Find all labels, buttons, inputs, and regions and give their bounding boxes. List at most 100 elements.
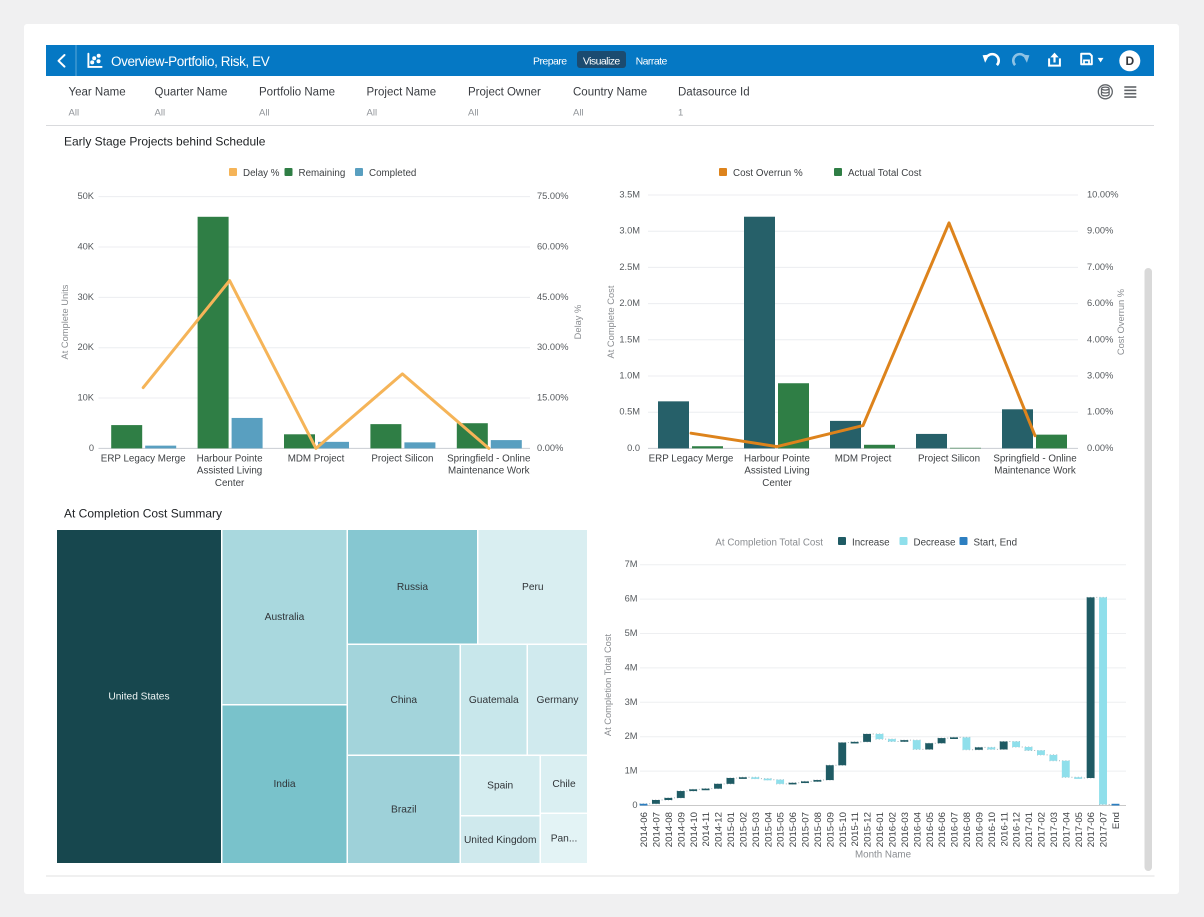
svg-text:Springfield - Online: Springfield - Online bbox=[447, 453, 531, 464]
svg-text:2017-05: 2017-05 bbox=[1074, 812, 1085, 847]
svg-text:2014-12: 2014-12 bbox=[714, 812, 725, 847]
svg-text:2.0M: 2.0M bbox=[619, 298, 640, 308]
svg-text:2016-05: 2016-05 bbox=[925, 812, 936, 847]
svg-text:1: 1 bbox=[678, 107, 683, 118]
svg-text:Remaining: Remaining bbox=[299, 168, 346, 179]
svg-text:2016-11: 2016-11 bbox=[999, 812, 1010, 847]
svg-text:All: All bbox=[367, 107, 378, 118]
svg-text:At Completion Total Cost: At Completion Total Cost bbox=[715, 537, 823, 548]
svg-text:2015-09: 2015-09 bbox=[825, 812, 836, 847]
svg-text:2014-11: 2014-11 bbox=[701, 812, 712, 847]
svg-text:0.00%: 0.00% bbox=[1087, 443, 1113, 453]
svg-text:India: India bbox=[273, 779, 295, 790]
svg-text:Guatemala: Guatemala bbox=[469, 695, 519, 706]
svg-text:At Complete Units: At Complete Units bbox=[60, 284, 70, 359]
svg-text:15.00%: 15.00% bbox=[537, 393, 569, 403]
svg-text:2014-07: 2014-07 bbox=[652, 812, 663, 847]
svg-text:MDM Project: MDM Project bbox=[288, 453, 345, 464]
svg-text:Peru: Peru bbox=[522, 582, 544, 593]
svg-text:All: All bbox=[259, 107, 270, 118]
svg-text:2014-06: 2014-06 bbox=[639, 812, 650, 847]
svg-text:Actual Total Cost: Actual Total Cost bbox=[848, 168, 922, 179]
svg-text:2016-08: 2016-08 bbox=[962, 812, 973, 847]
svg-text:2017-07: 2017-07 bbox=[1099, 812, 1110, 847]
svg-text:3.00%: 3.00% bbox=[1087, 371, 1113, 381]
svg-text:2016-04: 2016-04 bbox=[912, 811, 923, 847]
svg-text:3.5M: 3.5M bbox=[619, 190, 640, 200]
svg-text:Decrease: Decrease bbox=[914, 537, 956, 548]
svg-text:Pan...: Pan... bbox=[551, 834, 578, 845]
svg-text:9.00%: 9.00% bbox=[1087, 226, 1113, 236]
svg-text:ERP Legacy Merge: ERP Legacy Merge bbox=[649, 453, 734, 464]
svg-text:Year Name: Year Name bbox=[69, 87, 126, 99]
svg-text:At Complete Cost: At Complete Cost bbox=[606, 285, 616, 358]
svg-text:Visualize: Visualize bbox=[583, 55, 621, 67]
svg-text:Narrate: Narrate bbox=[636, 55, 668, 67]
svg-text:2015-10: 2015-10 bbox=[838, 812, 849, 847]
svg-text:End: End bbox=[1111, 812, 1122, 829]
svg-text:2016-10: 2016-10 bbox=[987, 812, 998, 847]
svg-text:2016-03: 2016-03 bbox=[900, 812, 911, 847]
svg-text:Cost Overrun %: Cost Overrun % bbox=[1116, 289, 1126, 355]
svg-text:60.00%: 60.00% bbox=[537, 242, 569, 252]
svg-text:Russia: Russia bbox=[397, 582, 428, 593]
svg-text:Maintenance Work: Maintenance Work bbox=[448, 466, 530, 477]
svg-text:Project Name: Project Name bbox=[367, 87, 437, 99]
svg-text:Assisted Living: Assisted Living bbox=[197, 466, 262, 477]
svg-text:Datasource Id: Datasource Id bbox=[678, 87, 750, 99]
svg-text:2015-03: 2015-03 bbox=[751, 812, 762, 847]
svg-text:Center: Center bbox=[762, 478, 792, 489]
svg-text:2014-08: 2014-08 bbox=[664, 812, 675, 847]
svg-text:2015-02: 2015-02 bbox=[739, 812, 750, 847]
svg-text:D: D bbox=[1125, 54, 1134, 68]
svg-text:Delay %: Delay % bbox=[573, 305, 583, 340]
svg-text:Month Name: Month Name bbox=[855, 850, 912, 861]
svg-text:2016-06: 2016-06 bbox=[937, 812, 948, 847]
svg-text:2M: 2M bbox=[625, 731, 638, 741]
svg-text:Project Owner: Project Owner bbox=[468, 87, 541, 99]
svg-text:Increase: Increase bbox=[852, 537, 890, 548]
svg-text:2015-01: 2015-01 bbox=[726, 812, 737, 847]
svg-text:Center: Center bbox=[215, 478, 245, 489]
svg-text:2016-01: 2016-01 bbox=[875, 812, 886, 847]
svg-text:0.00%: 0.00% bbox=[537, 443, 563, 453]
svg-text:75.00%: 75.00% bbox=[537, 191, 569, 201]
svg-text:Cost Overrun %: Cost Overrun % bbox=[733, 168, 803, 179]
svg-text:2017-01: 2017-01 bbox=[1024, 812, 1035, 847]
svg-text:All: All bbox=[573, 107, 584, 118]
svg-text:Completed: Completed bbox=[369, 168, 416, 179]
svg-text:MDM Project: MDM Project bbox=[835, 453, 892, 464]
svg-text:At Completion Cost Summary: At Completion Cost Summary bbox=[64, 507, 222, 521]
svg-text:45.00%: 45.00% bbox=[537, 292, 569, 302]
svg-text:2015-07: 2015-07 bbox=[801, 812, 812, 847]
svg-text:Springfield - Online: Springfield - Online bbox=[993, 453, 1077, 464]
svg-text:Project Silicon: Project Silicon bbox=[918, 453, 980, 464]
svg-text:Project Silicon: Project Silicon bbox=[371, 453, 433, 464]
svg-text:Germany: Germany bbox=[537, 695, 580, 706]
svg-text:Start, End: Start, End bbox=[974, 537, 1018, 548]
svg-text:Assisted Living: Assisted Living bbox=[744, 466, 809, 477]
svg-text:0: 0 bbox=[632, 800, 637, 810]
svg-text:6M: 6M bbox=[625, 594, 638, 604]
svg-text:Country Name: Country Name bbox=[573, 87, 647, 99]
svg-text:2015-05: 2015-05 bbox=[776, 812, 787, 847]
svg-text:Quarter Name: Quarter Name bbox=[155, 87, 228, 99]
svg-text:2015-04: 2015-04 bbox=[763, 811, 774, 847]
svg-text:40K: 40K bbox=[77, 242, 94, 252]
svg-text:2015-12: 2015-12 bbox=[863, 812, 874, 847]
svg-text:0.0: 0.0 bbox=[627, 443, 640, 453]
svg-text:Delay %: Delay % bbox=[243, 168, 280, 179]
svg-text:50K: 50K bbox=[77, 191, 94, 201]
svg-text:Prepare: Prepare bbox=[533, 55, 567, 67]
svg-text:2015-11: 2015-11 bbox=[850, 812, 861, 847]
svg-text:Overview-Portfolio, Risk, EV: Overview-Portfolio, Risk, EV bbox=[111, 54, 270, 69]
svg-text:20K: 20K bbox=[77, 342, 94, 352]
svg-text:2.5M: 2.5M bbox=[619, 262, 640, 272]
svg-text:1.00%: 1.00% bbox=[1087, 407, 1113, 417]
svg-text:2015-08: 2015-08 bbox=[813, 812, 824, 847]
svg-text:Maintenance Work: Maintenance Work bbox=[994, 466, 1076, 477]
svg-text:2014-10: 2014-10 bbox=[689, 812, 700, 847]
svg-text:3.0M: 3.0M bbox=[619, 226, 640, 236]
svg-text:1M: 1M bbox=[625, 766, 638, 776]
svg-text:6.00%: 6.00% bbox=[1087, 298, 1113, 308]
